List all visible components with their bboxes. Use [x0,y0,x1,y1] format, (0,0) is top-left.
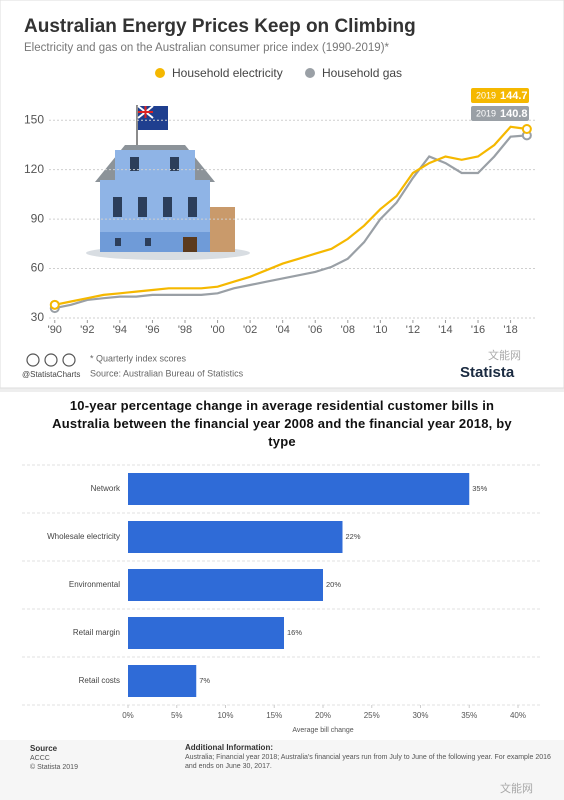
x-tick-label: '10 [373,324,387,336]
license-icons [26,353,76,367]
x-tick-label: 40% [510,711,526,720]
y-tick-label: 150 [24,112,44,126]
end-label-year: 2019 [476,108,496,118]
category-label: Retail costs [79,676,120,685]
end-label-box [471,106,529,121]
end-marker [49,299,60,310]
x-tick-label: '08 [341,324,355,336]
legend-swatch [155,68,165,78]
watermark: 文能网 [488,348,521,362]
credit: © Statista 2019 [30,763,78,771]
line [54,134,527,310]
y-tick-label: 90 [31,211,45,225]
x-tick-label: '94 [113,324,127,336]
x-tick-label: '02 [243,324,257,336]
legend-label: Household gas [322,66,402,80]
x-tick-label: '16 [471,324,485,336]
end-label-box [471,88,529,103]
chart-title: Australian Energy Prices Keep on Climbin… [24,16,416,37]
x-tick-label: '92 [80,324,94,336]
source-title: Source [30,744,58,753]
notes: * Quarterly index scores [90,353,187,363]
end-label-year: 2019 [476,90,496,100]
line [54,125,528,306]
category-label: Retail margin [73,628,120,637]
x-tick-label: 35% [461,711,477,720]
source: Source: Australian Bureau of Statistics [90,368,244,378]
value-label: 16% [287,628,302,637]
y-tick-label: 60 [31,261,45,275]
watermark: 文能网 [500,781,533,795]
bar [128,521,343,553]
chart-subtitle: Electricity and gas on the Australian co… [24,42,390,54]
brand: Statista [460,364,515,381]
value-label: 22% [346,532,361,541]
bar [128,569,323,601]
x-tick-label: 10% [217,711,233,720]
source: ACCC [30,755,50,762]
category-label: Environmental [69,580,120,589]
x-tick-label: '06 [308,324,322,336]
info-text: Australia; Financial year 2018; Australi… [185,754,551,770]
y-tick-label: 30 [31,310,45,324]
value-label: 20% [326,580,341,589]
x-tick-label: '18 [503,324,517,336]
x-tick-label: 15% [266,711,282,720]
x-tick-label: '96 [145,324,159,336]
end-label-value: 144.7 [500,90,528,102]
category-label: Wholesale electricity [47,532,120,541]
x-tick-label: '04 [276,324,290,336]
credit: @StatistaCharts [22,370,80,379]
value-label: 35% [472,484,487,493]
x-tick-label: 30% [412,711,428,720]
legend-swatch [305,68,315,78]
value-label: 7% [199,676,210,685]
bar [128,617,284,649]
x-tick-label: '12 [406,324,420,336]
top-card [0,0,564,389]
legend-label: Household electricity [172,66,283,80]
category-label: Network [91,484,121,493]
y-tick-label: 120 [24,162,44,176]
x-tick-label: '00 [210,324,224,336]
x-tick-label: 20% [315,711,331,720]
house-illustration [86,105,250,260]
info-title: Additional Information: [185,743,273,752]
bar [128,473,470,505]
bar [128,665,197,697]
x-axis-label: Average bill change [292,727,353,734]
x-tick-label: 0% [122,711,134,720]
end-label-value: 140.8 [500,108,528,120]
x-tick-label: '98 [178,324,192,336]
x-tick-label: 5% [171,711,183,720]
bottom-footer [0,740,564,800]
chart-title: 10-year percentage change in average res… [52,398,512,449]
end-marker [521,123,532,134]
x-tick-label: '90 [48,324,62,336]
x-tick-label: '14 [438,324,452,336]
x-tick-label: 25% [364,711,380,720]
